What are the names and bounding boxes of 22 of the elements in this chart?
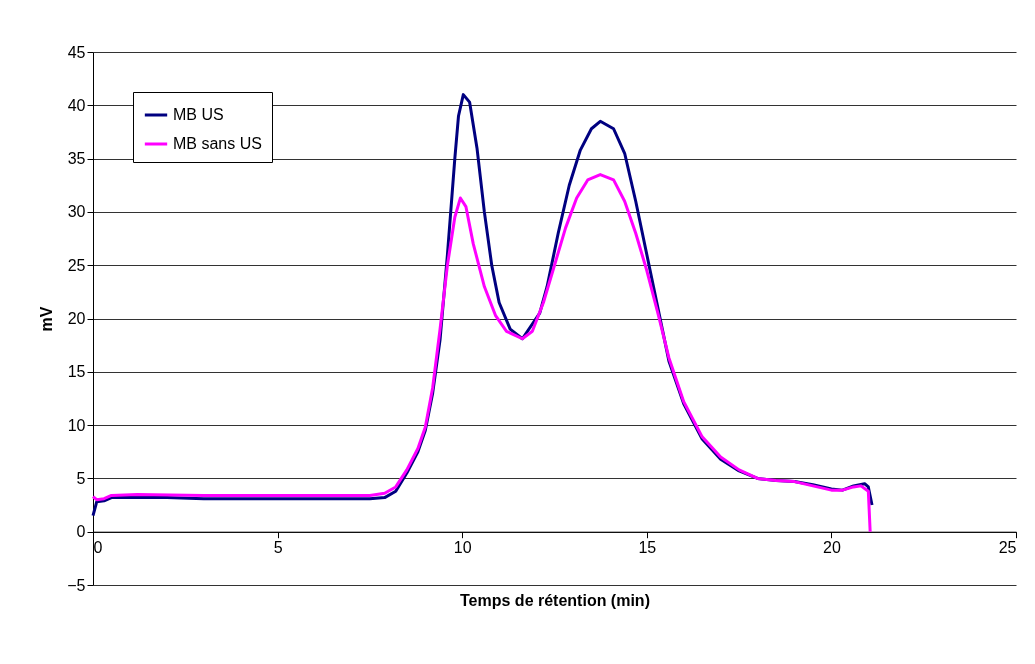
- y-tick-label: −5: [67, 576, 86, 594]
- y-tick-label: 45: [67, 43, 86, 61]
- line-series: [91, 173, 872, 534]
- y-tick-label: 5: [76, 469, 86, 487]
- y-tick-label: 20: [67, 310, 86, 327]
- y-tick-label: 25: [67, 256, 86, 274]
- y-axis-title: mV: [38, 306, 56, 332]
- y-tick-label: 30: [67, 203, 86, 221]
- x-tick-label: 20: [823, 539, 841, 557]
- x-tick-label: 15: [638, 539, 657, 557]
- y-tick-label: 15: [67, 363, 86, 381]
- y-tick-label: 35: [67, 150, 86, 168]
- legend-label: MB US: [173, 106, 224, 123]
- x-tick-label: 5: [273, 539, 283, 557]
- legend-label: MB sans US: [173, 135, 262, 152]
- y-tick-label: 10: [67, 416, 86, 434]
- y-tick-label: 40: [67, 96, 86, 114]
- x-axis-title: Temps de rétention (min): [460, 591, 650, 609]
- x-tick-label: 25: [998, 539, 1017, 557]
- y-tick-label: 0: [76, 523, 86, 541]
- x-tick-label: 0: [93, 539, 103, 557]
- x-tick-label: 10: [453, 539, 472, 557]
